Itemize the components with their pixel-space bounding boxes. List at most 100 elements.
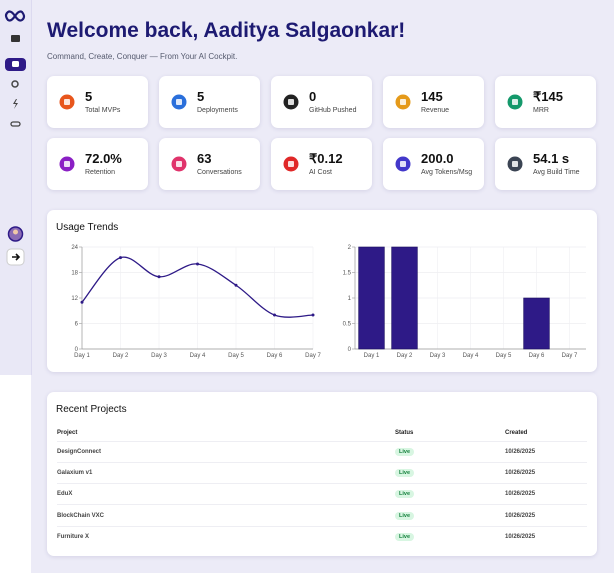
x-tick-label: Day 7 — [562, 353, 578, 359]
stat-card: 0 GitHub Pushed — [271, 76, 372, 128]
stat-icon — [395, 156, 411, 172]
sidebar-icons — [4, 10, 26, 266]
x-tick-label: Day 7 — [305, 353, 321, 359]
icon-detail — [176, 99, 182, 105]
stat-icon — [283, 94, 299, 110]
icon-detail — [64, 99, 70, 105]
row-divider — [57, 525, 587, 527]
x-tick-label: Day 5 — [496, 353, 512, 359]
y-tick-label: 0 — [75, 347, 79, 353]
line-point — [196, 262, 199, 266]
stat-label: Avg Build Time — [533, 169, 580, 176]
page-subtitle: Command, Create, Conquer — From Your AI … — [47, 52, 238, 61]
line-point — [157, 275, 161, 279]
icon-detail — [288, 161, 294, 167]
y-tick-label: 0.5 — [343, 322, 352, 328]
y-tick-label: 24 — [71, 245, 78, 251]
stat-value: ₹145 — [533, 89, 563, 104]
y-tick-label: 1.5 — [343, 271, 352, 277]
logout-icon — [12, 253, 21, 261]
table-cell: Galaxium v1 — [57, 470, 93, 477]
stat-card: 63 Conversations — [159, 138, 260, 190]
stat-card: 5 Total MVPs — [47, 76, 148, 128]
nav-icon[interactable] — [13, 99, 18, 109]
y-tick-label: 6 — [75, 322, 79, 328]
stat-label: Total MVPs — [85, 107, 121, 114]
sidebar-footer-bg — [0, 375, 31, 573]
icon-detail — [512, 99, 518, 105]
table-cell: 10/26/2025 — [505, 491, 536, 498]
table-cell: BlockChain VXC — [57, 512, 105, 519]
nav-icon — [12, 61, 19, 67]
status-pill: Live — [395, 448, 415, 456]
stat-value: 145 — [421, 89, 443, 104]
stat-label: MRR — [533, 107, 549, 114]
stat-value: 54.1 s — [533, 151, 570, 166]
page-title: Welcome back, Aaditya Salgaonkar! — [47, 19, 406, 42]
stat-label: Deployments — [197, 107, 238, 114]
nav-icon[interactable] — [11, 35, 20, 42]
stat-icon — [59, 156, 75, 172]
stat-card: ₹0.12 AI Cost — [271, 138, 372, 190]
stat-card: 200.0 Avg Tokens/Msg — [383, 138, 484, 190]
icon-detail — [400, 99, 406, 105]
stat-value: 5 — [197, 89, 205, 104]
x-tick-label: Day 1 — [74, 353, 90, 359]
column-header: Created — [505, 430, 528, 436]
y-tick-label: 1 — [348, 296, 352, 302]
status-pill: Live — [395, 511, 415, 520]
stat-card: ₹145 MRR — [495, 76, 596, 128]
logo[interactable] — [4, 10, 26, 22]
status-pill: Live — [395, 469, 415, 478]
status-pill: Live — [395, 532, 415, 541]
recent-projects-card: Recent Projects Project Status Created Desi… — [47, 392, 597, 556]
icon-detail — [288, 99, 294, 105]
stat-card: 54.1 s Avg Build Time — [495, 138, 596, 190]
stat-value: 0 — [309, 89, 317, 104]
stat-icon — [395, 94, 411, 110]
x-tick-label: Day 4 — [190, 353, 206, 359]
stat-icon — [507, 94, 523, 110]
line-point — [119, 256, 122, 260]
stat-label: Retention — [85, 169, 115, 176]
table-cell: DesignConnect — [57, 449, 102, 455]
row-divider — [57, 504, 587, 506]
x-tick-label: Day 6 — [267, 353, 283, 359]
section-title: Usage Trends — [56, 222, 119, 233]
x-tick-label: Day 2 — [113, 353, 129, 359]
bar — [523, 297, 550, 350]
y-tick-label: 0 — [348, 347, 352, 353]
row-divider — [57, 483, 587, 485]
x-tick-label: Day 3 — [430, 353, 446, 359]
x-tick-label: Day 1 — [364, 353, 380, 359]
table-cell: 10/26/2025 — [505, 512, 536, 519]
sidebar — [0, 0, 32, 375]
column-header: Project — [57, 430, 78, 436]
column-header: Status — [395, 430, 414, 436]
usage-trends-card: Usage Trends 0 6 12 18 24 Day 1 Day 2 Day 3 Day … — [47, 210, 597, 372]
stat-label: AI Cost — [309, 169, 332, 176]
bar — [358, 246, 385, 350]
stat-icon — [59, 94, 75, 110]
table-cell: 10/26/2025 — [505, 470, 536, 477]
bar — [391, 246, 418, 350]
section-title: Recent Projects — [56, 404, 127, 415]
icon-detail — [512, 161, 518, 167]
x-tick-label: Day 5 — [228, 353, 244, 359]
stat-value: 200.0 — [421, 151, 454, 166]
nav-icon[interactable] — [11, 80, 19, 88]
nav-icon[interactable] — [10, 121, 21, 127]
y-tick-label: 2 — [348, 245, 352, 251]
icon-detail — [64, 161, 70, 167]
table-cell: Furniture X — [57, 533, 90, 540]
stat-card: 72.0% Retention — [47, 138, 148, 190]
icon-detail — [176, 161, 182, 167]
stat-card: 5 Deployments — [159, 76, 260, 128]
stat-icon — [507, 156, 523, 172]
stat-label: GitHub Pushed — [309, 107, 357, 114]
stat-value: 72.0% — [85, 151, 122, 166]
stat-value: 5 — [85, 89, 93, 104]
y-tick-label: 18 — [71, 271, 78, 277]
